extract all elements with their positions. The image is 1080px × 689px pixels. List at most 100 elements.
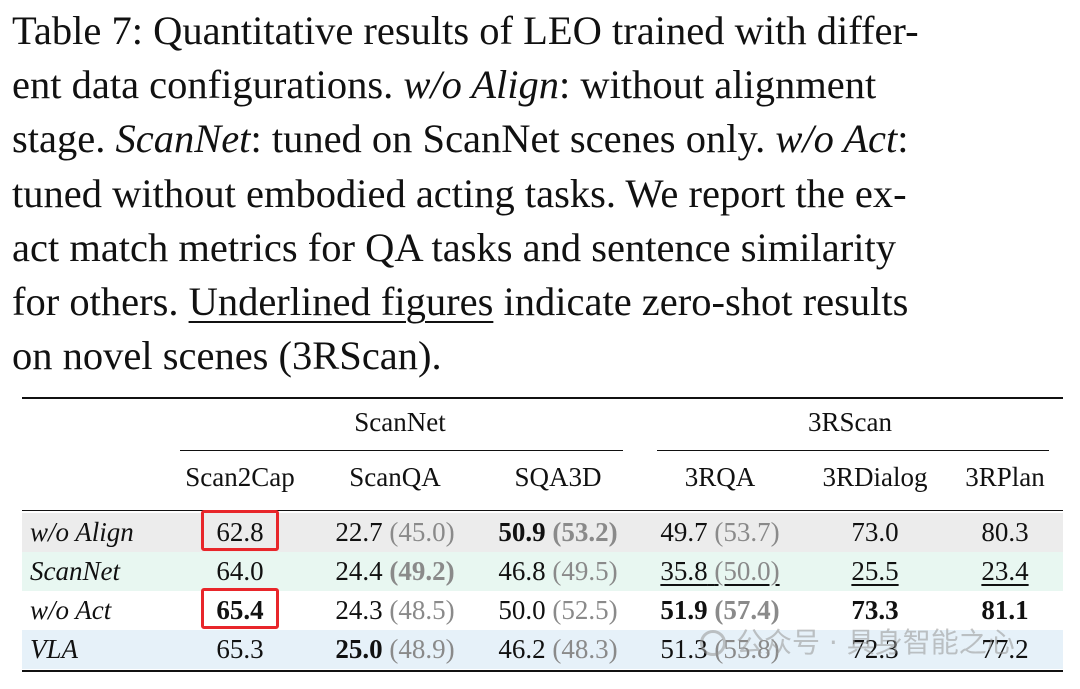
column-header-3rplan: 3RPlan xyxy=(965,462,1045,492)
table-cell: 25.5 xyxy=(785,552,965,590)
cell-value: 51.9 xyxy=(660,595,708,625)
caption-text: Table 7: Quantitative results of LEO tra… xyxy=(12,8,919,53)
table-cell: 77.2 xyxy=(915,630,1080,668)
table-cell: 72.3 xyxy=(785,630,965,668)
cell-value: 72.3 xyxy=(851,634,899,664)
cell-value: 23.4 xyxy=(981,556,1029,586)
highlight-box xyxy=(201,510,279,551)
caption-text: : xyxy=(897,116,909,162)
cell-zero-shot-value: (53.2) xyxy=(552,517,618,547)
column-header-3rdialog: 3RDialog xyxy=(822,462,928,492)
table-cell: 73.3 xyxy=(785,591,965,629)
cell-zero-shot-value: (49.5) xyxy=(552,556,618,586)
table-cell: 46.8 (49.5) xyxy=(468,552,648,590)
caption-term: w/o Act xyxy=(775,116,898,162)
table-cell: 65.3 xyxy=(150,630,330,668)
cell-value: 46.2 xyxy=(498,634,546,664)
cell-zero-shot-value: (55.8) xyxy=(714,634,780,664)
header-bottom-rule xyxy=(22,510,1063,511)
caption-underlined-text: Underlined figures xyxy=(188,279,494,325)
cell-zero-shot-value: (50.0) xyxy=(714,556,780,586)
table-cell: 46.2 (48.3) xyxy=(468,630,648,668)
caption-line: tuned without embodied acting tasks. We … xyxy=(12,167,1070,221)
caption-term: w/o Align xyxy=(403,62,560,108)
caption-text: indicate zero-shot results xyxy=(493,279,909,325)
cell-value: 65.3 xyxy=(216,634,264,664)
cell-value: 64.0 xyxy=(216,556,264,586)
cell-value: 51.3 xyxy=(660,634,708,664)
table-cell: 22.7 (45.0) xyxy=(305,513,485,551)
cell-value: 25.5 xyxy=(851,556,899,586)
cell-zero-shot-value: (48.9) xyxy=(389,634,455,664)
cell-value: 24.3 xyxy=(335,595,383,625)
table-cell: 50.0 (52.5) xyxy=(468,591,648,629)
column-header-scan2cap: Scan2Cap xyxy=(185,462,295,492)
cell-value: 73.3 xyxy=(851,595,899,625)
cell-zero-shot-value: (48.5) xyxy=(389,595,455,625)
3rscan-group-rule xyxy=(657,450,1049,451)
cell-value: 65.4 xyxy=(216,595,264,625)
caption-line: Table 7: Quantitative results of LEO tra… xyxy=(12,4,1070,58)
column-header-scanqa: ScanQA xyxy=(349,462,441,492)
scannet-group-rule xyxy=(180,450,623,451)
table-cell: 80.3 xyxy=(915,513,1080,551)
table-cell: 23.4 xyxy=(915,552,1080,590)
cell-value: 50.9 xyxy=(498,517,546,547)
cell-value: 22.7 xyxy=(335,517,383,547)
table-cell: 51.3 (55.8) xyxy=(630,630,810,668)
cell-zero-shot-value: (48.3) xyxy=(552,634,618,664)
cell-zero-shot-value: (52.5) xyxy=(552,595,618,625)
cell-value: 73.0 xyxy=(851,517,899,547)
table-cell: 50.9 (53.2) xyxy=(468,513,648,551)
cell-value: 46.8 xyxy=(498,556,546,586)
cell-value: 62.8 xyxy=(216,517,264,547)
group-header-3rscan: 3RScan xyxy=(808,407,892,437)
table-top-rule xyxy=(22,397,1063,399)
column-header-3rqa: 3RQA xyxy=(684,462,756,492)
group-header-scannet: ScanNet xyxy=(354,407,446,437)
highlight-box xyxy=(201,588,279,629)
cell-value: 81.1 xyxy=(981,595,1029,625)
caption-text: : tuned on ScanNet scenes only. xyxy=(250,116,776,162)
column-header-sqa3d: SQA3D xyxy=(514,462,602,492)
caption-line: ent data configurations. w/o Align: with… xyxy=(12,58,1070,112)
caption-line: on novel scenes (3RScan). xyxy=(12,329,1070,383)
caption-text: act match metrics for QA tasks and sente… xyxy=(12,224,896,270)
cell-zero-shot-value: (53.7) xyxy=(714,517,780,547)
table-cell: 35.8 (50.0) xyxy=(630,552,810,590)
table-cell: 81.1 xyxy=(915,591,1080,629)
caption-text: : without alignment xyxy=(559,62,877,108)
row-label: w/o Align xyxy=(30,517,134,547)
cell-zero-shot-value: (45.0) xyxy=(389,517,455,547)
table-row xyxy=(22,630,1063,669)
row-label: ScanNet xyxy=(30,556,120,586)
cell-zero-shot-value: (49.2) xyxy=(389,556,455,586)
table-cell: 49.7 (53.7) xyxy=(630,513,810,551)
table-cell: 62.8 xyxy=(150,513,330,551)
caption-text: ent data configurations. xyxy=(12,62,404,108)
table-cell: 24.4 (49.2) xyxy=(305,552,485,590)
caption-term: ScanNet xyxy=(115,116,251,162)
table-row xyxy=(22,591,1063,630)
cell-value: 50.0 xyxy=(498,595,546,625)
cell-zero-shot-value: (57.4) xyxy=(714,595,780,625)
caption-line: act match metrics for QA tasks and sente… xyxy=(12,221,1070,275)
table-cell: 73.0 xyxy=(785,513,965,551)
table-bottom-rule xyxy=(22,670,1063,672)
table-caption: Table 7: Quantitative results of LEO tra… xyxy=(12,4,1070,383)
row-label: w/o Act xyxy=(30,595,112,625)
caption-text: on novel scenes (3RScan). xyxy=(12,333,442,379)
caption-line: for others. Underlined figures indicate … xyxy=(12,275,1070,329)
cell-value: 49.7 xyxy=(660,517,708,547)
table-row xyxy=(22,552,1063,591)
table-cell: 25.0 (48.9) xyxy=(305,630,485,668)
row-label: VLA xyxy=(30,634,79,664)
cell-value: 24.4 xyxy=(335,556,383,586)
cell-value: 35.8 xyxy=(660,556,708,586)
table-cell: 64.0 xyxy=(150,552,330,590)
cell-value: 25.0 xyxy=(335,634,383,664)
caption-text: for others. xyxy=(12,279,189,325)
caption-text: tuned without embodied acting tasks. We … xyxy=(12,170,907,216)
table-cell: 51.9 (57.4) xyxy=(630,591,810,629)
table-cell: 65.4 xyxy=(150,591,330,629)
